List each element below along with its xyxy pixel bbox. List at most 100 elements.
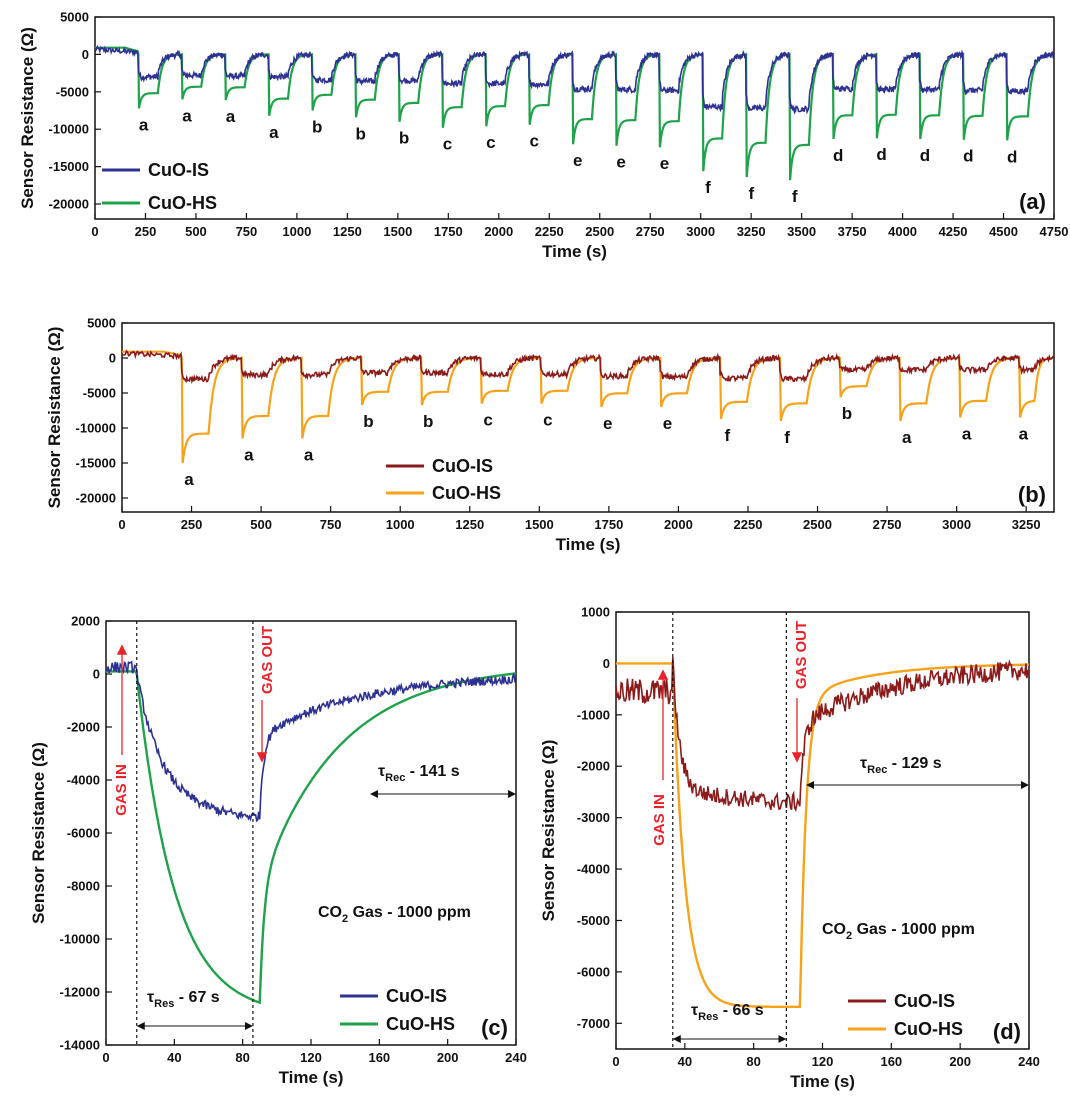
y-tick-label: -3000 — [577, 810, 610, 825]
cycle-label: e — [603, 414, 612, 433]
tau-rec-text: τRec - 141 s — [378, 763, 460, 784]
x-tick-label: 3250 — [737, 224, 766, 239]
series-group — [616, 657, 1029, 1008]
gas-concentration-value: Gas - 1000 ppm — [852, 921, 975, 938]
x-tick-label: 1250 — [333, 224, 362, 239]
cycle-label: a — [269, 123, 279, 142]
cycle-label: c — [486, 133, 495, 152]
x-tick-label: 250 — [135, 224, 157, 239]
cycle-label: b — [842, 404, 852, 423]
cycle-label: e — [573, 151, 582, 170]
plot-frame — [121, 322, 1055, 513]
x-tick-label: 0 — [612, 1054, 619, 1069]
legend-label: CuO-HS — [386, 1014, 455, 1034]
x-tick-label: 4500 — [989, 224, 1018, 239]
tau-res-value: - 66 s — [718, 1002, 763, 1019]
series-line-cuo-is — [95, 44, 1054, 115]
legend-label: CuO-HS — [432, 483, 501, 503]
cycle-label: b — [399, 129, 409, 148]
x-tick-label: 0 — [91, 224, 98, 239]
x-tick-label: 80 — [235, 1050, 249, 1065]
panel-label: (d) — [993, 1019, 1021, 1044]
x-tick-label: 2000 — [664, 517, 693, 532]
cycle-label: a — [304, 446, 314, 465]
cycle-label: e — [616, 153, 625, 172]
cycle-label: a — [962, 425, 972, 444]
gas-out-text: GAS OUT — [259, 626, 276, 694]
y-tick-label: -5000 — [83, 386, 116, 401]
y-tick-label: -20000 — [76, 491, 116, 506]
y-tick-label: -5000 — [56, 84, 89, 99]
x-tick-label: 0 — [102, 1050, 109, 1065]
y-tick-label: -4000 — [67, 773, 100, 788]
x-tick-label: 4250 — [939, 224, 968, 239]
x-tick-label: 750 — [320, 517, 342, 532]
y-tick-label: -15000 — [49, 159, 89, 174]
y-tick-label: -6000 — [577, 964, 610, 979]
x-tick-label: 2500 — [803, 517, 832, 532]
series-group — [122, 349, 1054, 464]
cycle-label: d — [963, 147, 973, 166]
x-tick-label: 200 — [437, 1050, 459, 1065]
series-group — [95, 44, 1054, 181]
x-tick-label: 4750 — [1040, 224, 1069, 239]
y-axis-label: Sensor Resistance (Ω) — [18, 27, 37, 209]
series-line-cuo-is — [122, 349, 1054, 385]
legend-label: CuO-IS — [148, 160, 209, 180]
cycle-label: b — [312, 118, 322, 137]
cycle-label: b — [355, 124, 365, 143]
legend-label: CuO-HS — [148, 193, 217, 213]
panel-label: (c) — [481, 1015, 508, 1040]
x-tick-label: 3000 — [942, 517, 971, 532]
y-tick-label: -4000 — [577, 862, 610, 877]
legend-label: CuO-IS — [432, 456, 493, 476]
cycle-label: c — [543, 411, 552, 430]
x-tick-label: 2250 — [734, 517, 763, 532]
y-tick-label: -14000 — [60, 1038, 100, 1053]
series-line-cuo-hs — [95, 46, 1054, 181]
x-tick-label: 1750 — [594, 517, 623, 532]
cycle-label: a — [244, 446, 254, 465]
x-tick-label: 120 — [300, 1050, 322, 1065]
cycle-label: f — [748, 184, 754, 203]
x-tick-label: 240 — [1018, 1054, 1040, 1069]
y-tick-label: -8000 — [67, 879, 100, 894]
x-tick-label: 2250 — [535, 224, 564, 239]
cycle-label: a — [902, 428, 912, 447]
gas-out-text: GAS OUT — [793, 621, 810, 689]
x-tick-label: 1000 — [282, 224, 311, 239]
x-axis-label: Time (s) — [279, 1068, 344, 1087]
y-tick-label: -10000 — [60, 932, 100, 947]
series-line-cuo-hs — [106, 670, 516, 1005]
x-tick-label: 0 — [118, 517, 125, 532]
panel-d: 0 40 80 120 160 200 240 1000 0 -1000 -2000 -3000 -40… — [539, 605, 1040, 1092]
gas-in-text: GAS IN — [651, 794, 668, 846]
gas-concentration-text: CO2 Gas - 1000 ppm — [822, 921, 975, 942]
gas-concentration-text: CO2 Gas - 1000 ppm — [318, 904, 471, 925]
x-tick-label: 1000 — [386, 517, 415, 532]
y-tick-label: -15000 — [76, 456, 116, 471]
y-tick-label: 5000 — [87, 316, 116, 331]
x-tick-label: 120 — [812, 1054, 834, 1069]
co2-subscript: 2 — [846, 930, 852, 942]
x-tick-label: 3500 — [787, 224, 816, 239]
tau-rec-text: τRec - 129 s — [860, 755, 942, 776]
x-tick-label: 3750 — [838, 224, 867, 239]
co2-subscript: 2 — [342, 913, 348, 925]
tau-symbol: τ — [378, 763, 385, 780]
co2-formula: CO — [318, 904, 342, 921]
y-axis-label: Sensor Resistance (Ω) — [539, 740, 558, 922]
x-axis-label: Time (s) — [556, 535, 621, 554]
tau-subscript: Rec — [867, 764, 887, 776]
cycle-label: f — [784, 428, 790, 447]
cycle-label: b — [423, 412, 433, 431]
tau-subscript: Res — [154, 998, 174, 1010]
y-tick-label: 0 — [82, 47, 89, 62]
x-tick-label: 1750 — [434, 224, 463, 239]
x-tick-label: 80 — [746, 1054, 760, 1069]
y-tick-label: -2000 — [67, 720, 100, 735]
x-tick-label: 250 — [181, 517, 203, 532]
cycle-label: a — [182, 106, 192, 125]
cycle-label: c — [483, 411, 492, 430]
